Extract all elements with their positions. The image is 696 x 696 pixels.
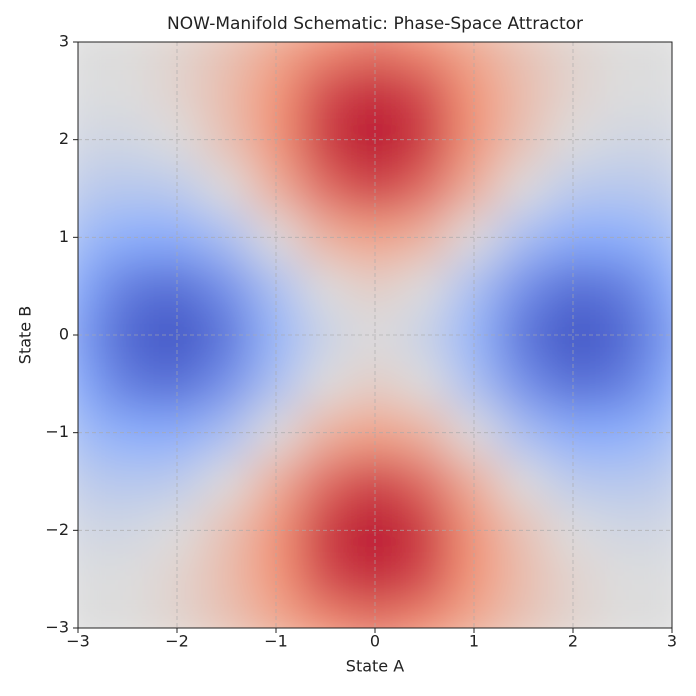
cell xyxy=(399,554,450,605)
y-tick-label: 2 xyxy=(59,129,69,148)
cell xyxy=(646,358,672,409)
cell xyxy=(498,261,549,312)
cell xyxy=(300,456,351,507)
cell xyxy=(300,603,351,628)
y-axis-label: State B xyxy=(16,306,35,364)
cell xyxy=(399,42,450,67)
y-tick-label: 3 xyxy=(59,32,69,51)
cell xyxy=(399,261,450,312)
cell xyxy=(498,163,549,214)
cell xyxy=(300,163,351,214)
cell xyxy=(102,554,153,605)
cell xyxy=(102,42,153,67)
cell xyxy=(250,42,302,67)
cell xyxy=(448,42,500,67)
x-tick-label: −3 xyxy=(66,632,90,651)
cell xyxy=(498,65,549,116)
cell xyxy=(201,554,252,605)
cell xyxy=(646,554,672,605)
cell xyxy=(597,358,648,409)
cell xyxy=(201,358,252,409)
cell xyxy=(300,65,351,116)
y-tick-label: 1 xyxy=(59,227,69,246)
cell xyxy=(300,358,351,409)
cell xyxy=(597,163,648,214)
x-tick-label: 0 xyxy=(370,632,380,651)
cell xyxy=(102,261,153,312)
cell xyxy=(201,163,252,214)
cell xyxy=(102,163,153,214)
x-tick-label: 1 xyxy=(469,632,479,651)
cell xyxy=(399,603,450,628)
y-tick-label: −2 xyxy=(45,520,69,539)
cell xyxy=(300,554,351,605)
cell xyxy=(78,358,104,409)
cell xyxy=(646,456,672,507)
cell xyxy=(102,358,153,409)
overlay: −3 −2 −1 0 1 2 3 −3 −2 −1 0 1 2 3 xyxy=(45,32,677,651)
chart-title: NOW-Manifold Schematic: Phase-Space Attr… xyxy=(167,14,583,34)
cell xyxy=(300,42,351,67)
cell xyxy=(399,456,450,507)
cell xyxy=(78,163,104,214)
cell xyxy=(102,456,153,507)
cell xyxy=(597,65,648,116)
cell xyxy=(498,358,549,409)
cell xyxy=(646,163,672,214)
cell xyxy=(151,42,203,67)
cell xyxy=(78,42,104,67)
cell xyxy=(399,65,450,116)
cell xyxy=(399,163,450,214)
cell xyxy=(498,42,549,67)
cell xyxy=(597,456,648,507)
cell xyxy=(597,603,648,628)
cell xyxy=(597,554,648,605)
cell xyxy=(597,42,648,67)
y-tick-label: 0 xyxy=(59,325,69,344)
cell xyxy=(78,603,104,628)
x-tick-label: −1 xyxy=(264,632,288,651)
y-tick-label: −3 xyxy=(45,618,69,637)
cell xyxy=(399,358,450,409)
cell xyxy=(201,65,252,116)
cell xyxy=(300,261,351,312)
cell xyxy=(498,456,549,507)
cell xyxy=(201,456,252,507)
cell xyxy=(597,261,648,312)
cell xyxy=(201,603,252,628)
cell xyxy=(78,554,104,605)
x-tick-label: −2 xyxy=(165,632,189,651)
cell xyxy=(201,261,252,312)
cell xyxy=(78,456,104,507)
cell xyxy=(78,261,104,312)
cell xyxy=(102,65,153,116)
cell xyxy=(646,65,672,116)
y-tick-label: −1 xyxy=(45,422,69,441)
cell xyxy=(646,603,672,628)
cell xyxy=(201,42,252,67)
plot-frame xyxy=(77,41,673,629)
x-tick-label: 3 xyxy=(667,632,677,651)
cell xyxy=(498,603,549,628)
cell xyxy=(102,603,153,628)
cell xyxy=(498,554,549,605)
x-tick-label: 2 xyxy=(568,632,578,651)
cell xyxy=(547,42,599,67)
x-axis-label: State A xyxy=(346,657,404,676)
cell xyxy=(646,42,672,67)
cell xyxy=(646,261,672,312)
cell xyxy=(78,65,104,116)
cell xyxy=(349,42,401,67)
